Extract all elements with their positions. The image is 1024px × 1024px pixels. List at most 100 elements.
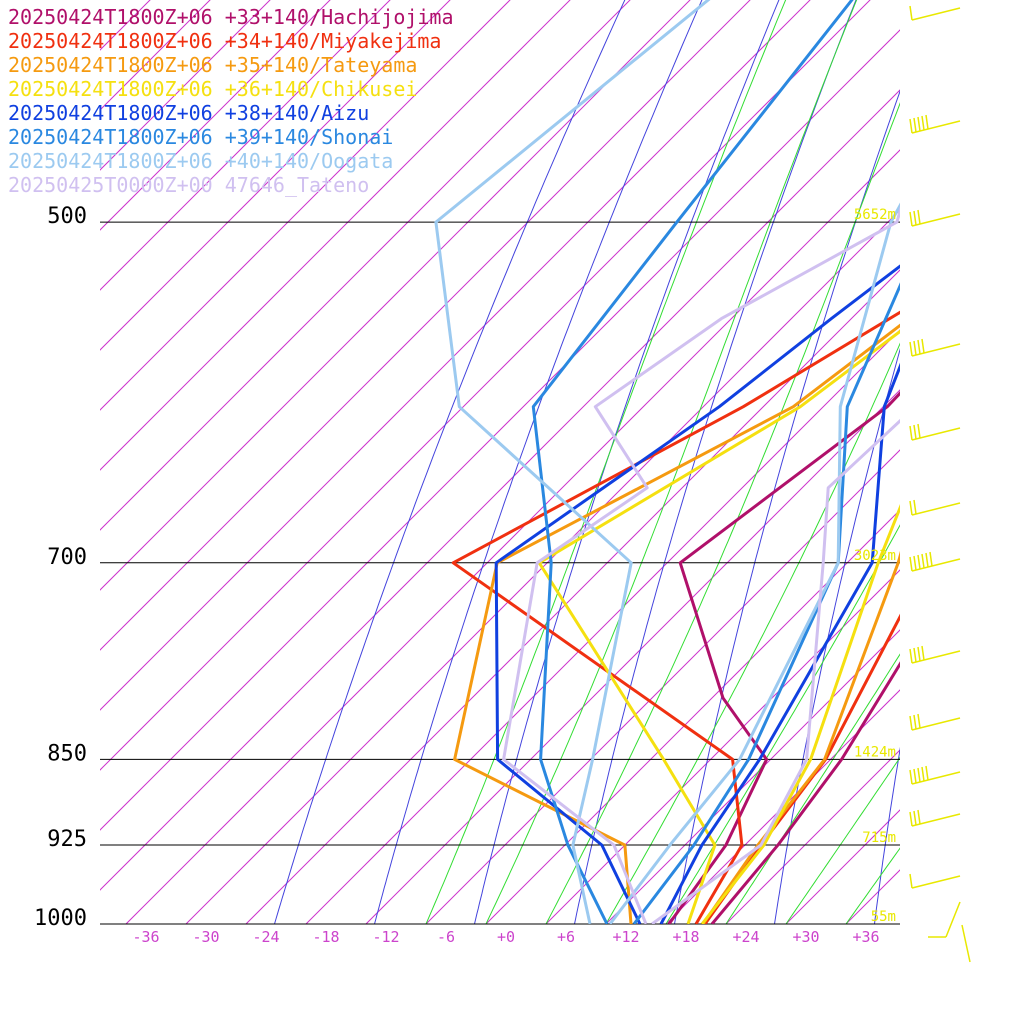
dry-adiabat-line xyxy=(975,0,1024,924)
wind-barb-feather xyxy=(917,554,921,570)
pressure-tick-label: 850 xyxy=(47,741,87,766)
wind-barb-feather xyxy=(909,648,913,664)
temperature-line xyxy=(651,418,900,924)
isotherm-line xyxy=(305,329,900,924)
wind-barb-feather xyxy=(909,556,913,572)
dry-adiabat-line xyxy=(474,0,780,924)
wind-barb-feather xyxy=(917,646,921,662)
pressure-tick-label: 700 xyxy=(47,545,87,570)
isotherm-line xyxy=(485,509,900,924)
wind-barb xyxy=(909,209,961,227)
wind-barb-feather xyxy=(917,209,921,225)
temperature-tick-label: +12 xyxy=(612,928,639,946)
wind-barb xyxy=(909,423,961,441)
pressure-tick-label: 1000 xyxy=(34,906,87,931)
temperature-tick-label: +18 xyxy=(672,928,699,946)
temperature-line xyxy=(659,362,900,924)
isotherm-line xyxy=(100,0,871,771)
wind-barb xyxy=(909,873,961,889)
wind-barb-feather xyxy=(913,210,917,226)
isotherm-line xyxy=(845,869,900,924)
isotherm-line xyxy=(245,269,900,924)
isotherm-line xyxy=(906,0,1024,924)
wind-barb-feather xyxy=(909,873,913,889)
wind-barb-feather xyxy=(913,810,917,826)
isotherm-line xyxy=(725,749,900,924)
dry-adiabat-line xyxy=(674,89,900,924)
legend-entry: 20250424T1800Z+06 +38+140/Aizu xyxy=(8,101,369,125)
legend-entry: 20250424T1800Z+06 +34+140/Miyakejima xyxy=(8,29,441,53)
temperature-tick-label: +6 xyxy=(557,928,575,946)
isotherm-line xyxy=(966,0,1024,924)
temperature-tick-label: -18 xyxy=(312,928,339,946)
wind-barb-staff xyxy=(911,875,961,889)
temperature-line xyxy=(700,503,900,924)
wind-barb-staff xyxy=(911,7,961,21)
temperature-line xyxy=(703,613,900,924)
legend-entry: 20250424T1800Z+06 +36+140/Chikusei xyxy=(8,77,417,101)
isotherm-line xyxy=(100,89,900,891)
height-label: 55m xyxy=(871,909,896,925)
wind-barb-feather xyxy=(917,767,921,783)
dry-adiabat-line xyxy=(874,746,900,924)
temperature-line xyxy=(701,550,900,924)
wind-barb-feather xyxy=(909,211,913,227)
height-label: 3023m xyxy=(854,548,896,564)
isotherm-lines xyxy=(100,0,1024,924)
wind-barb xyxy=(909,645,961,664)
moist-adiabat-line xyxy=(785,756,900,924)
wind-barbs xyxy=(909,5,971,963)
moist-adiabat-line xyxy=(545,102,900,924)
wind-barb-feather xyxy=(909,341,913,357)
wind-barb-feather xyxy=(913,499,917,515)
temperature-tick-label: +36 xyxy=(852,928,879,946)
wind-barb-feather xyxy=(909,715,913,731)
wind-barb-feather xyxy=(909,811,913,827)
legend-entry: 20250424T1800Z+06 +35+140/Tateyama xyxy=(8,53,417,77)
wind-barb xyxy=(909,551,961,572)
moist-adiabat-line xyxy=(665,524,900,924)
temperature-line xyxy=(608,202,900,924)
wind-barb-feather xyxy=(909,118,913,134)
wind-barb-feather xyxy=(921,766,925,782)
isotherm-line xyxy=(365,389,900,924)
wind-barb xyxy=(909,5,961,21)
isotherm-line xyxy=(100,0,691,591)
temperature-tick-label: +30 xyxy=(792,928,819,946)
temperature-tick-label: -6 xyxy=(437,928,455,946)
moist-adiabat-line xyxy=(605,342,900,924)
wind-barb-feather xyxy=(909,500,913,516)
wind-barb-feather xyxy=(917,713,921,729)
height-label: 5652m xyxy=(854,207,896,223)
wind-barb-feather xyxy=(917,809,921,825)
temperature-tick-label: -24 xyxy=(252,928,279,946)
temperature-tick-label: -30 xyxy=(192,928,219,946)
isotherm-line xyxy=(545,569,900,924)
wind-barb-feather xyxy=(913,768,917,784)
moist-adiabat-line xyxy=(725,653,900,924)
temperature-tick-label: -12 xyxy=(372,928,399,946)
dewpoint-line xyxy=(531,0,854,924)
wind-barb xyxy=(909,809,961,827)
isotherm-line xyxy=(100,0,751,651)
dewpoint-line xyxy=(494,264,900,924)
wind-barb xyxy=(909,499,961,516)
pressure-tick-label: 925 xyxy=(47,827,87,852)
wind-barb-feather xyxy=(913,555,917,571)
wind-barb-feather xyxy=(921,338,925,354)
legend-entry: 20250424T1800Z+06 +40+140/Oogata xyxy=(8,149,393,173)
wind-barb xyxy=(909,338,961,357)
height-label: 715m xyxy=(862,830,896,846)
wind-barb-feather xyxy=(925,114,929,130)
isotherm-line xyxy=(125,149,900,924)
wind-barb xyxy=(909,765,961,785)
wind-barb-staff xyxy=(911,502,961,516)
wind-barb-feather xyxy=(909,425,913,441)
wind-barb-feather xyxy=(929,551,933,567)
moist-adiabat-line xyxy=(425,0,787,924)
isotherm-line xyxy=(100,29,900,831)
sounding-series xyxy=(434,0,900,924)
isotherm-line xyxy=(100,0,811,711)
wind-barb-staff xyxy=(945,901,961,938)
